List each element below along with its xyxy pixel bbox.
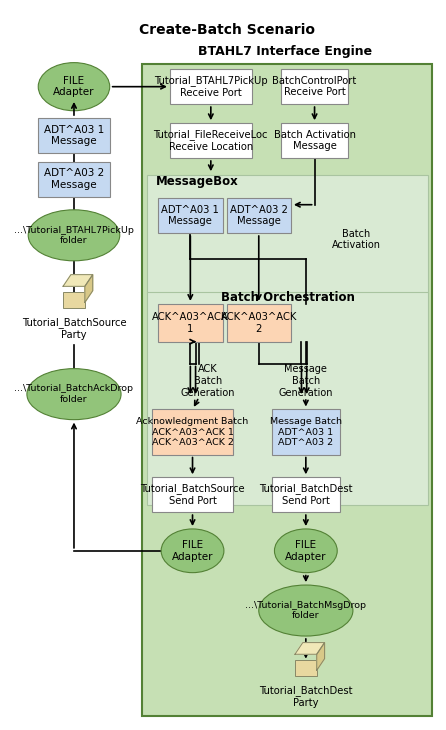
- FancyBboxPatch shape: [170, 123, 252, 158]
- Text: Tutorial_BatchSource
Send Port: Tutorial_BatchSource Send Port: [140, 483, 245, 506]
- FancyBboxPatch shape: [295, 660, 317, 676]
- Text: Create-Batch Scenario: Create-Batch Scenario: [140, 23, 315, 36]
- FancyBboxPatch shape: [227, 198, 291, 233]
- Ellipse shape: [38, 63, 110, 111]
- Text: FILE
Adapter: FILE Adapter: [285, 540, 326, 561]
- FancyBboxPatch shape: [38, 118, 110, 153]
- Text: Batch Activation
Message: Batch Activation Message: [273, 130, 355, 151]
- FancyBboxPatch shape: [281, 69, 348, 104]
- Ellipse shape: [27, 369, 121, 420]
- FancyBboxPatch shape: [158, 198, 223, 233]
- FancyBboxPatch shape: [152, 477, 234, 512]
- Polygon shape: [317, 642, 325, 670]
- FancyBboxPatch shape: [272, 477, 339, 512]
- FancyBboxPatch shape: [170, 69, 252, 104]
- FancyBboxPatch shape: [158, 304, 223, 342]
- Ellipse shape: [274, 529, 337, 572]
- Text: Message
Batch
Generation: Message Batch Generation: [279, 364, 333, 398]
- Text: Tutorial_BatchSource
Party: Tutorial_BatchSource Party: [22, 318, 126, 340]
- Text: MessageBox: MessageBox: [156, 175, 238, 188]
- Text: Message Batch
ADT^A03 1
ADT^A03 2: Message Batch ADT^A03 1 ADT^A03 2: [270, 417, 342, 447]
- Text: ADT^A03 2
Message: ADT^A03 2 Message: [44, 169, 104, 190]
- Text: Acknowledgment Batch
ACK^A03^ACK 1
ACK^A03^ACK 2: Acknowledgment Batch ACK^A03^ACK 1 ACK^A…: [136, 417, 249, 447]
- Text: Batch Orchestration: Batch Orchestration: [221, 291, 355, 304]
- Text: Tutorial_FileReceiveLoc
Receive Location: Tutorial_FileReceiveLoc Receive Location: [153, 129, 268, 152]
- Ellipse shape: [28, 210, 120, 261]
- Polygon shape: [85, 274, 93, 302]
- Text: BTAHL7 Interface Engine: BTAHL7 Interface Engine: [198, 45, 372, 58]
- Text: FILE
Adapter: FILE Adapter: [53, 76, 95, 98]
- Text: Tutorial_BatchDest
Send Port: Tutorial_BatchDest Send Port: [259, 483, 353, 506]
- Text: Tutorial_BTAHL7PickUp
Receive Port: Tutorial_BTAHL7PickUp Receive Port: [154, 75, 268, 98]
- Text: BatchControlPort
Receive Port: BatchControlPort Receive Port: [273, 76, 357, 98]
- Text: ...\Tutorial_BTAHL7PickUp
folder: ...\Tutorial_BTAHL7PickUp folder: [14, 226, 134, 245]
- Text: ACK^A03^ACK
2: ACK^A03^ACK 2: [221, 312, 297, 334]
- Text: ACK^A03^ACK
1: ACK^A03^ACK 1: [152, 312, 228, 334]
- FancyBboxPatch shape: [281, 123, 348, 158]
- Text: ADT^A03 1
Message: ADT^A03 1 Message: [44, 125, 104, 146]
- Polygon shape: [295, 642, 325, 654]
- Ellipse shape: [259, 585, 353, 636]
- FancyBboxPatch shape: [142, 64, 432, 716]
- Text: Tutorial_BatchDest
Party: Tutorial_BatchDest Party: [259, 685, 353, 708]
- FancyBboxPatch shape: [272, 410, 339, 455]
- Text: Batch
Activation: Batch Activation: [331, 229, 380, 250]
- FancyBboxPatch shape: [227, 304, 291, 342]
- Text: ...\Tutorial_BatchAckDrop
folder: ...\Tutorial_BatchAckDrop folder: [14, 385, 133, 404]
- Text: FILE
Adapter: FILE Adapter: [172, 540, 213, 561]
- FancyBboxPatch shape: [38, 162, 110, 196]
- Text: ACK
Batch
Generation: ACK Batch Generation: [181, 364, 235, 398]
- FancyBboxPatch shape: [63, 292, 85, 308]
- FancyBboxPatch shape: [147, 292, 428, 505]
- Text: ADT^A03 2
Message: ADT^A03 2 Message: [230, 205, 288, 226]
- FancyBboxPatch shape: [147, 174, 428, 293]
- FancyBboxPatch shape: [152, 410, 234, 455]
- Ellipse shape: [161, 529, 224, 572]
- Polygon shape: [63, 274, 93, 286]
- Text: ADT^A03 1
Message: ADT^A03 1 Message: [161, 205, 219, 226]
- Text: ...\Tutorial_BatchMsgDrop
folder: ...\Tutorial_BatchMsgDrop folder: [245, 601, 366, 620]
